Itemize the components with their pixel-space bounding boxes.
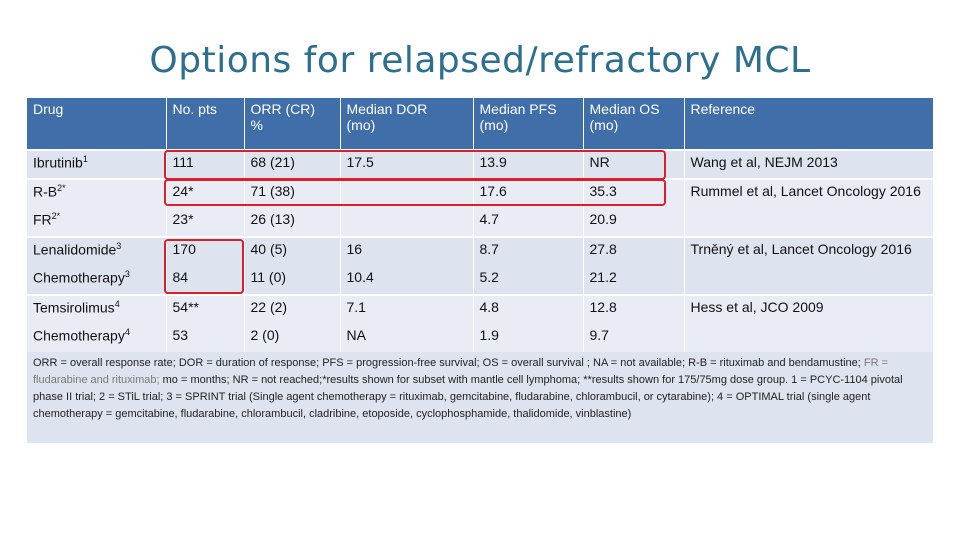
os-cell: 21.2	[583, 266, 685, 295]
header-pfs: Median PFS (mo)	[473, 98, 584, 151]
pfs-cell: 17.6	[473, 178, 584, 208]
table-row: R-B2* 24* 71 (38) 17.6 35.3 Rummel et al…	[27, 178, 934, 237]
pfs-cell: 5.2	[473, 266, 584, 295]
header-npts: No. pts	[166, 98, 245, 151]
npts-cell: 23*	[166, 208, 245, 237]
header-dor: Median DOR (mo)	[340, 98, 474, 151]
highlight-box-len-col	[164, 239, 244, 294]
dor-cell: 10.4	[340, 266, 474, 295]
npts-cell: 53	[166, 324, 245, 353]
drug-cell: Chemotherapy3	[27, 266, 167, 295]
os-cell: NR	[583, 150, 685, 179]
drug-cell: Temsirolimus4	[27, 294, 167, 324]
dor-cell: NA	[340, 324, 474, 353]
highlight-box-ibrutinib-row	[164, 150, 666, 180]
table-row: FR2* 23* 26 (13) 4.7 20.9	[27, 208, 933, 237]
npts-cell: 170	[166, 236, 245, 266]
drug-cell: Ibrutinib1	[27, 150, 167, 179]
orr-cell: 68 (21)	[244, 150, 341, 179]
orr-cell: 22 (2)	[244, 294, 341, 324]
table-row: Ibrutinib1 111 68 (21) 17.5 13.9 NR Wang…	[27, 150, 934, 179]
drug-cell: FR2*	[27, 208, 167, 237]
pfs-cell: 4.7	[473, 208, 584, 237]
dor-cell: 17.5	[340, 150, 474, 179]
table-row: Lenalidomide3 170 40 (5) 16 8.7 27.8 Trn…	[27, 236, 934, 295]
highlight-box-rb-row	[164, 179, 666, 206]
dor-cell: 7.1	[340, 294, 474, 324]
pfs-cell: 8.7	[473, 236, 584, 266]
reference-cell: Hess et al, JCO 2009	[684, 294, 934, 353]
dor-cell	[340, 178, 474, 208]
footnote: ORR = overall response rate; DOR = durat…	[27, 352, 933, 443]
drug-cell: Lenalidomide3	[27, 236, 167, 266]
dor-cell	[340, 208, 474, 237]
header-drug: Drug	[27, 98, 167, 151]
os-cell: 27.8	[583, 236, 685, 266]
os-cell: 20.9	[583, 208, 685, 237]
dor-cell: 16	[340, 236, 474, 266]
results-table: Drug No. pts ORR (CR)% Median DOR (mo) Me…	[27, 98, 934, 353]
reference-cell: Rummel et al, Lancet Oncology 2016	[684, 178, 934, 237]
orr-cell: 11 (0)	[244, 266, 341, 295]
header-row: Drug No. pts ORR (CR)% Median DOR (mo) Me…	[27, 98, 934, 151]
pfs-cell: 1.9	[473, 324, 584, 353]
reference-cell: Wang et al, NEJM 2013	[684, 150, 934, 179]
header-reference: Reference	[684, 98, 934, 151]
pfs-cell: 13.9	[473, 150, 584, 179]
header-os: Median OS (mo)	[583, 98, 685, 151]
drug-cell: Chemotherapy4	[27, 324, 167, 353]
table-row: Chemotherapy4 53 2 (0) NA 1.9 9.7	[27, 324, 933, 353]
orr-cell: 2 (0)	[244, 324, 341, 353]
os-cell: 12.8	[583, 294, 685, 324]
npts-cell: 54**	[166, 294, 245, 324]
reference-cell: Trněný et al, Lancet Oncology 2016	[684, 236, 934, 295]
slide-title: Options for relapsed/refractory MCL	[149, 40, 811, 81]
os-cell: 35.3	[583, 178, 685, 208]
orr-cell: 26 (13)	[244, 208, 341, 237]
orr-cell: 71 (38)	[244, 178, 341, 208]
table-row: Chemotherapy3 84 11 (0) 10.4 5.2 21.2	[27, 266, 933, 295]
os-cell: 9.7	[583, 324, 685, 353]
npts-cell: 111	[166, 150, 245, 179]
header-orr: ORR (CR)%	[244, 98, 341, 151]
npts-cell: 84	[166, 266, 245, 295]
pfs-cell: 4.8	[473, 294, 584, 324]
table-row: Temsirolimus4 54** 22 (2) 7.1 4.8 12.8 H…	[27, 294, 934, 353]
drug-cell: R-B2*	[27, 178, 167, 208]
orr-cell: 40 (5)	[244, 236, 341, 266]
